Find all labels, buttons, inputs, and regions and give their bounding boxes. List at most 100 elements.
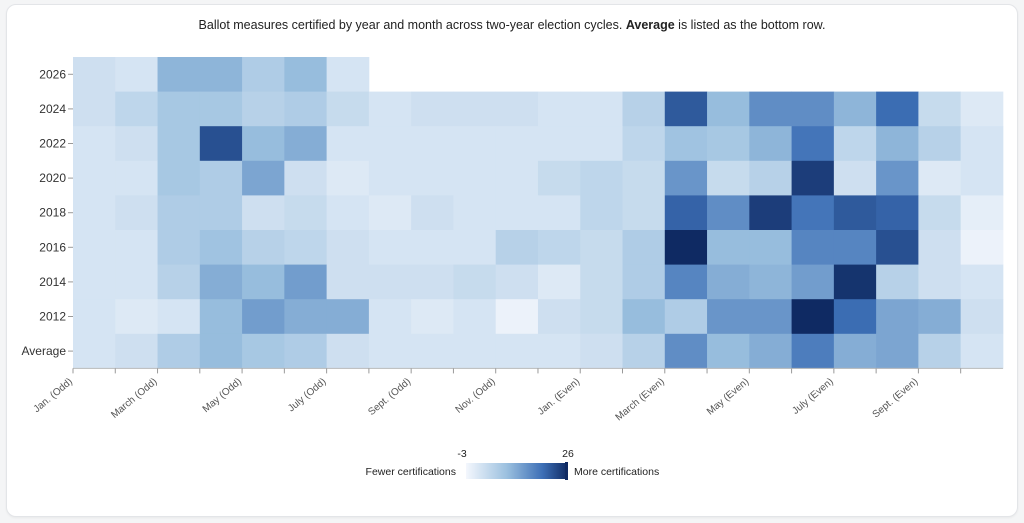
heatmap-cell [580,126,623,162]
heatmap-cell [833,264,877,300]
heatmap-cell [157,57,201,92]
heatmap-cell [918,160,962,196]
heatmap-cell [580,333,623,369]
heatmap-cell [115,160,158,196]
heatmap-cell [876,299,919,335]
heatmap-cell [876,230,919,265]
heatmap-cell [918,91,962,127]
heatmap-cell [495,160,539,196]
heatmap-cell [664,264,708,300]
heatmap-cell [157,333,201,369]
heatmap-cell [622,264,666,300]
heatmap-cell [833,160,877,196]
heatmap-cell [749,91,792,127]
heatmap-cell [707,91,750,127]
heatmap-cell [368,333,412,369]
heatmap-cell [580,91,623,127]
heatmap-cell [749,299,792,335]
y-axis: 2026 2024 2022 2020 2018 2016 2014 2012 Average [22,67,73,358]
heatmap-cell [622,195,666,231]
heatmap-cell [73,264,116,300]
heatmap-cell [199,57,243,92]
x-tick-label: July (Even) [790,376,835,417]
heatmap-cell [157,299,201,335]
heatmap-cell [115,195,158,231]
heatmap-cell [960,230,1004,265]
heatmap-cell [580,160,623,196]
heatmap-cell [411,91,454,127]
heatmap-cell [495,195,539,231]
heatmap-cell [284,333,328,369]
heatmap-cell [749,195,792,231]
x-tick-label: July (Odd) [286,376,328,414]
heatmap-cell [918,333,962,369]
heatmap-cell [115,299,158,335]
heatmap-cell [791,333,835,369]
heatmap-cell [326,126,370,162]
heatmap-cell [453,299,497,335]
heatmap-cell [326,57,370,92]
heatmap-cell [918,126,962,162]
heatmap-cell [284,264,328,300]
heatmap-cell [664,126,708,162]
heatmap-cell [537,195,581,231]
y-tick-label: 2020 [39,171,66,185]
heatmap-cell [115,57,158,92]
heatmap-cell [199,195,243,231]
heatmap-cell [73,299,116,335]
heatmap-cell [580,230,623,265]
heatmap-cell [284,195,328,231]
heatmap-cell [411,160,454,196]
heatmap-cell [242,333,285,369]
heatmap-cell [495,299,539,335]
heatmap-cell [284,57,328,92]
heatmap-cell [833,299,877,335]
heatmap-cell [157,264,201,300]
heatmap-cell [833,230,877,265]
y-tick-label: Average [22,344,67,358]
heatmap-cell [326,230,370,265]
heatmap-cell [918,230,962,265]
heatmap-cell [242,230,285,265]
y-tick-label: 2012 [39,310,66,324]
heatmap-cell [453,264,497,300]
legend-gradient-bar [466,463,568,479]
legend-high-text: More certifications [574,466,659,478]
heatmap-cell [791,299,835,335]
heatmap-cell [157,195,201,231]
heatmap-cell [833,195,877,231]
heatmap-cell [242,57,285,92]
heatmap-cell [411,264,454,300]
heatmap-cell [284,126,328,162]
legend-max-marker [565,462,568,480]
legend-low-text: Fewer certifications [366,466,456,478]
heatmap-cell [707,264,750,300]
heatmap-cell [199,160,243,196]
heatmap-cell [707,195,750,231]
heatmap-cell [326,195,370,231]
x-tick-label: Nov. (Odd) [454,376,498,415]
heatmap-cell [199,126,243,162]
heatmap-cell [960,333,1004,369]
heatmap-cell [73,195,116,231]
heatmap-cell [157,91,201,127]
heatmap-cell [73,230,116,265]
heatmap-cell [453,230,497,265]
heatmap-cell [453,126,497,162]
heatmap-cell [537,160,581,196]
heatmap-cell [495,91,539,127]
heatmap-cell [749,264,792,300]
heatmap-cell [326,264,370,300]
x-tick-label: March (Odd) [109,376,159,421]
y-tick-label: 2016 [39,240,66,254]
heatmap-cell [115,126,158,162]
heatmap-cell [537,333,581,369]
heatmap-cell [326,299,370,335]
heatmap-cell [664,195,708,231]
y-tick-label: 2018 [39,206,66,220]
heatmap-cell [199,299,243,335]
heatmap-cell [199,91,243,127]
heatmap-cell [73,160,116,196]
heatmap-cell [242,160,285,196]
chart-title: Ballot measures certified by year and mo… [198,18,826,32]
